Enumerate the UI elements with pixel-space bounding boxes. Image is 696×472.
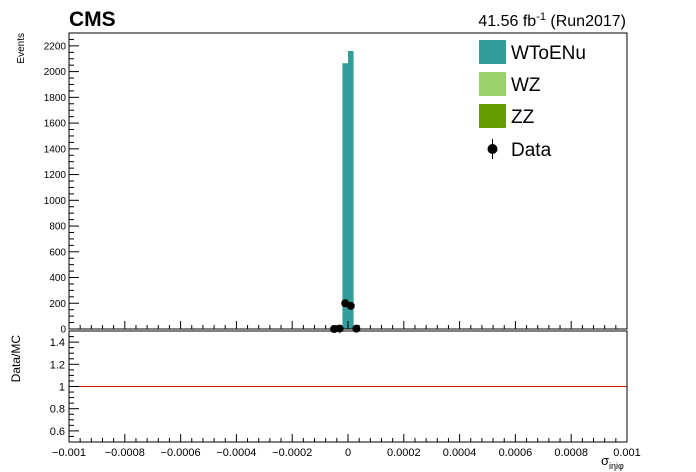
main-y-tick-label: 600 <box>49 247 66 258</box>
main-y-tick-label: 1200 <box>44 170 67 181</box>
main-y-tick-label: 1600 <box>44 119 67 130</box>
ratio-y-tick-label: 1.4 <box>50 337 65 349</box>
main-panel: 0 200 400 600 800 1000 1200 1400 1600 1800 2000 220… <box>16 32 628 336</box>
x-tick-label: −0.0006 <box>161 447 201 459</box>
legend-label-zz: ZZ <box>511 107 535 128</box>
ratio-y-axis-label: Data/MC <box>9 335 23 383</box>
ratio-y-tick-label: 1.2 <box>50 359 65 371</box>
legend: WToENu WZ ZZ Data <box>479 40 586 161</box>
x-axis-label: σiηiφ <box>601 453 624 471</box>
x-tick-label: −0.0002 <box>272 447 312 459</box>
main-y-tick-label: 0 <box>60 325 66 336</box>
legend-swatch-wz <box>479 72 506 96</box>
hist-bar-wtoenu <box>348 51 354 329</box>
x-tick-label: 0.0006 <box>499 447 533 459</box>
legend-label-data: Data <box>511 140 552 161</box>
main-y-tick-label: 1400 <box>44 144 67 155</box>
main-y-tick-label: 2000 <box>44 67 67 78</box>
ratio-y-tick-label: 0.8 <box>50 404 65 416</box>
main-y-tick-label: 1800 <box>44 93 67 104</box>
lumi-run-text: (Run2017) <box>550 13 626 30</box>
ratio-y-tick-label: 1 <box>59 382 65 394</box>
x-tick-label: −0.001 <box>52 447 86 459</box>
experiment-label: CMS <box>69 8 116 31</box>
ratio-y-tick-label: 0.6 <box>50 426 65 438</box>
data-point <box>346 301 355 310</box>
legend-swatch-zz <box>479 104 506 128</box>
x-tick-label: 0.001 <box>613 447 641 459</box>
x-tick-label: 0 <box>345 447 351 459</box>
legend-swatch-wtoenu <box>479 40 506 64</box>
main-y-tick-label: 200 <box>49 299 66 310</box>
main-y-tick-label: 800 <box>49 222 66 233</box>
main-y-tick-label: 400 <box>49 273 66 284</box>
lumi-value: 41.56 fb <box>478 13 536 30</box>
hist-bar-wtoenu <box>342 63 348 330</box>
x-axis-label-subscript: iηiφ <box>609 461 624 471</box>
x-tick-label: −0.0008 <box>105 447 145 459</box>
ratio-panel: 0.6 0.8 1 1.2 1.4 Data/MC −0.001 −0.0008 −0.0006… <box>9 330 641 471</box>
x-tick-label: 0.0008 <box>554 447 588 459</box>
lumi-label: 41.56 fb-1 (Run2017) <box>478 11 626 30</box>
legend-label-wtoenu: WToENu <box>511 43 586 64</box>
x-tick-label: 0.0004 <box>443 447 477 459</box>
x-tick-label: −0.0004 <box>216 447 256 459</box>
main-y-tick-label: 2200 <box>44 41 67 52</box>
lumi-exponent: -1 <box>536 11 546 23</box>
x-tick-label: 0.0002 <box>387 447 421 459</box>
main-y-tick-label: 1000 <box>44 196 67 207</box>
x-axis-label-symbol: σ <box>601 453 609 468</box>
legend-label-wz: WZ <box>511 75 541 96</box>
legend-marker-data <box>487 144 498 154</box>
main-y-axis-label: Events <box>16 33 27 64</box>
